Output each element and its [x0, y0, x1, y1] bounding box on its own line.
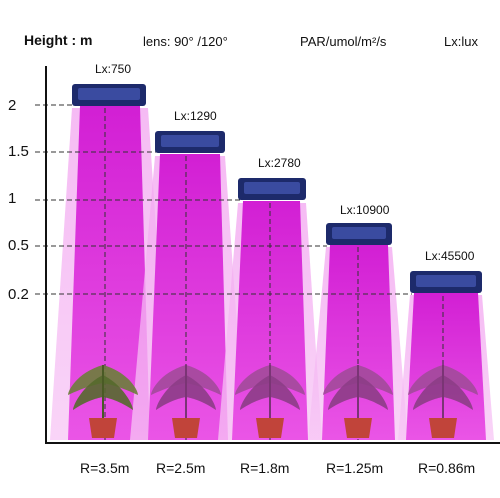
grow-light-panel-icon — [238, 178, 306, 200]
radius-label-5: R=0.86m — [418, 460, 476, 476]
lux-value-4: Lx:10900 — [340, 203, 390, 217]
grow-light-panel-icon — [72, 84, 146, 106]
y-tick-0-2: 0.2 — [8, 286, 29, 303]
par-unit-label: PAR/umol/m²/s — [300, 34, 387, 49]
plant-icon — [235, 365, 305, 438]
grow-light-panel-icon — [410, 271, 482, 293]
lux-value-5: Lx:45500 — [425, 249, 475, 263]
radius-label-2: R=2.5m — [156, 460, 206, 476]
plant-icon — [408, 365, 478, 438]
plant-icon — [151, 365, 221, 438]
y-tick-1: 1 — [8, 190, 17, 207]
plant-icon — [323, 365, 393, 438]
plant-icon — [68, 365, 138, 438]
grow-light-panel-icon — [155, 131, 225, 153]
radius-label-4: R=1.25m — [326, 460, 384, 476]
lux-value-1: Lx:750 — [95, 62, 132, 76]
lux-value-2: Lx:1290 — [174, 109, 217, 123]
radius-label-1: R=3.5m — [80, 460, 130, 476]
lux-unit-label: Lx:lux — [444, 34, 478, 49]
y-tick-2: 2 — [8, 97, 17, 114]
height-unit-label: Height : m — [24, 32, 93, 48]
radius-label-3: R=1.8m — [240, 460, 290, 476]
lux-value-3: Lx:2780 — [258, 156, 301, 170]
lamps-group — [72, 84, 482, 293]
axes — [45, 66, 500, 444]
plants-group — [68, 365, 478, 438]
y-tick-1-5: 1.5 — [8, 143, 29, 160]
y-tick-0-5: 0.5 — [8, 237, 29, 254]
beam-core-1 — [68, 106, 150, 440]
beam-core-2 — [148, 154, 228, 440]
grow-light-panel-icon — [326, 223, 392, 245]
lens-angle-label: lens: 90° /120° — [143, 34, 228, 49]
